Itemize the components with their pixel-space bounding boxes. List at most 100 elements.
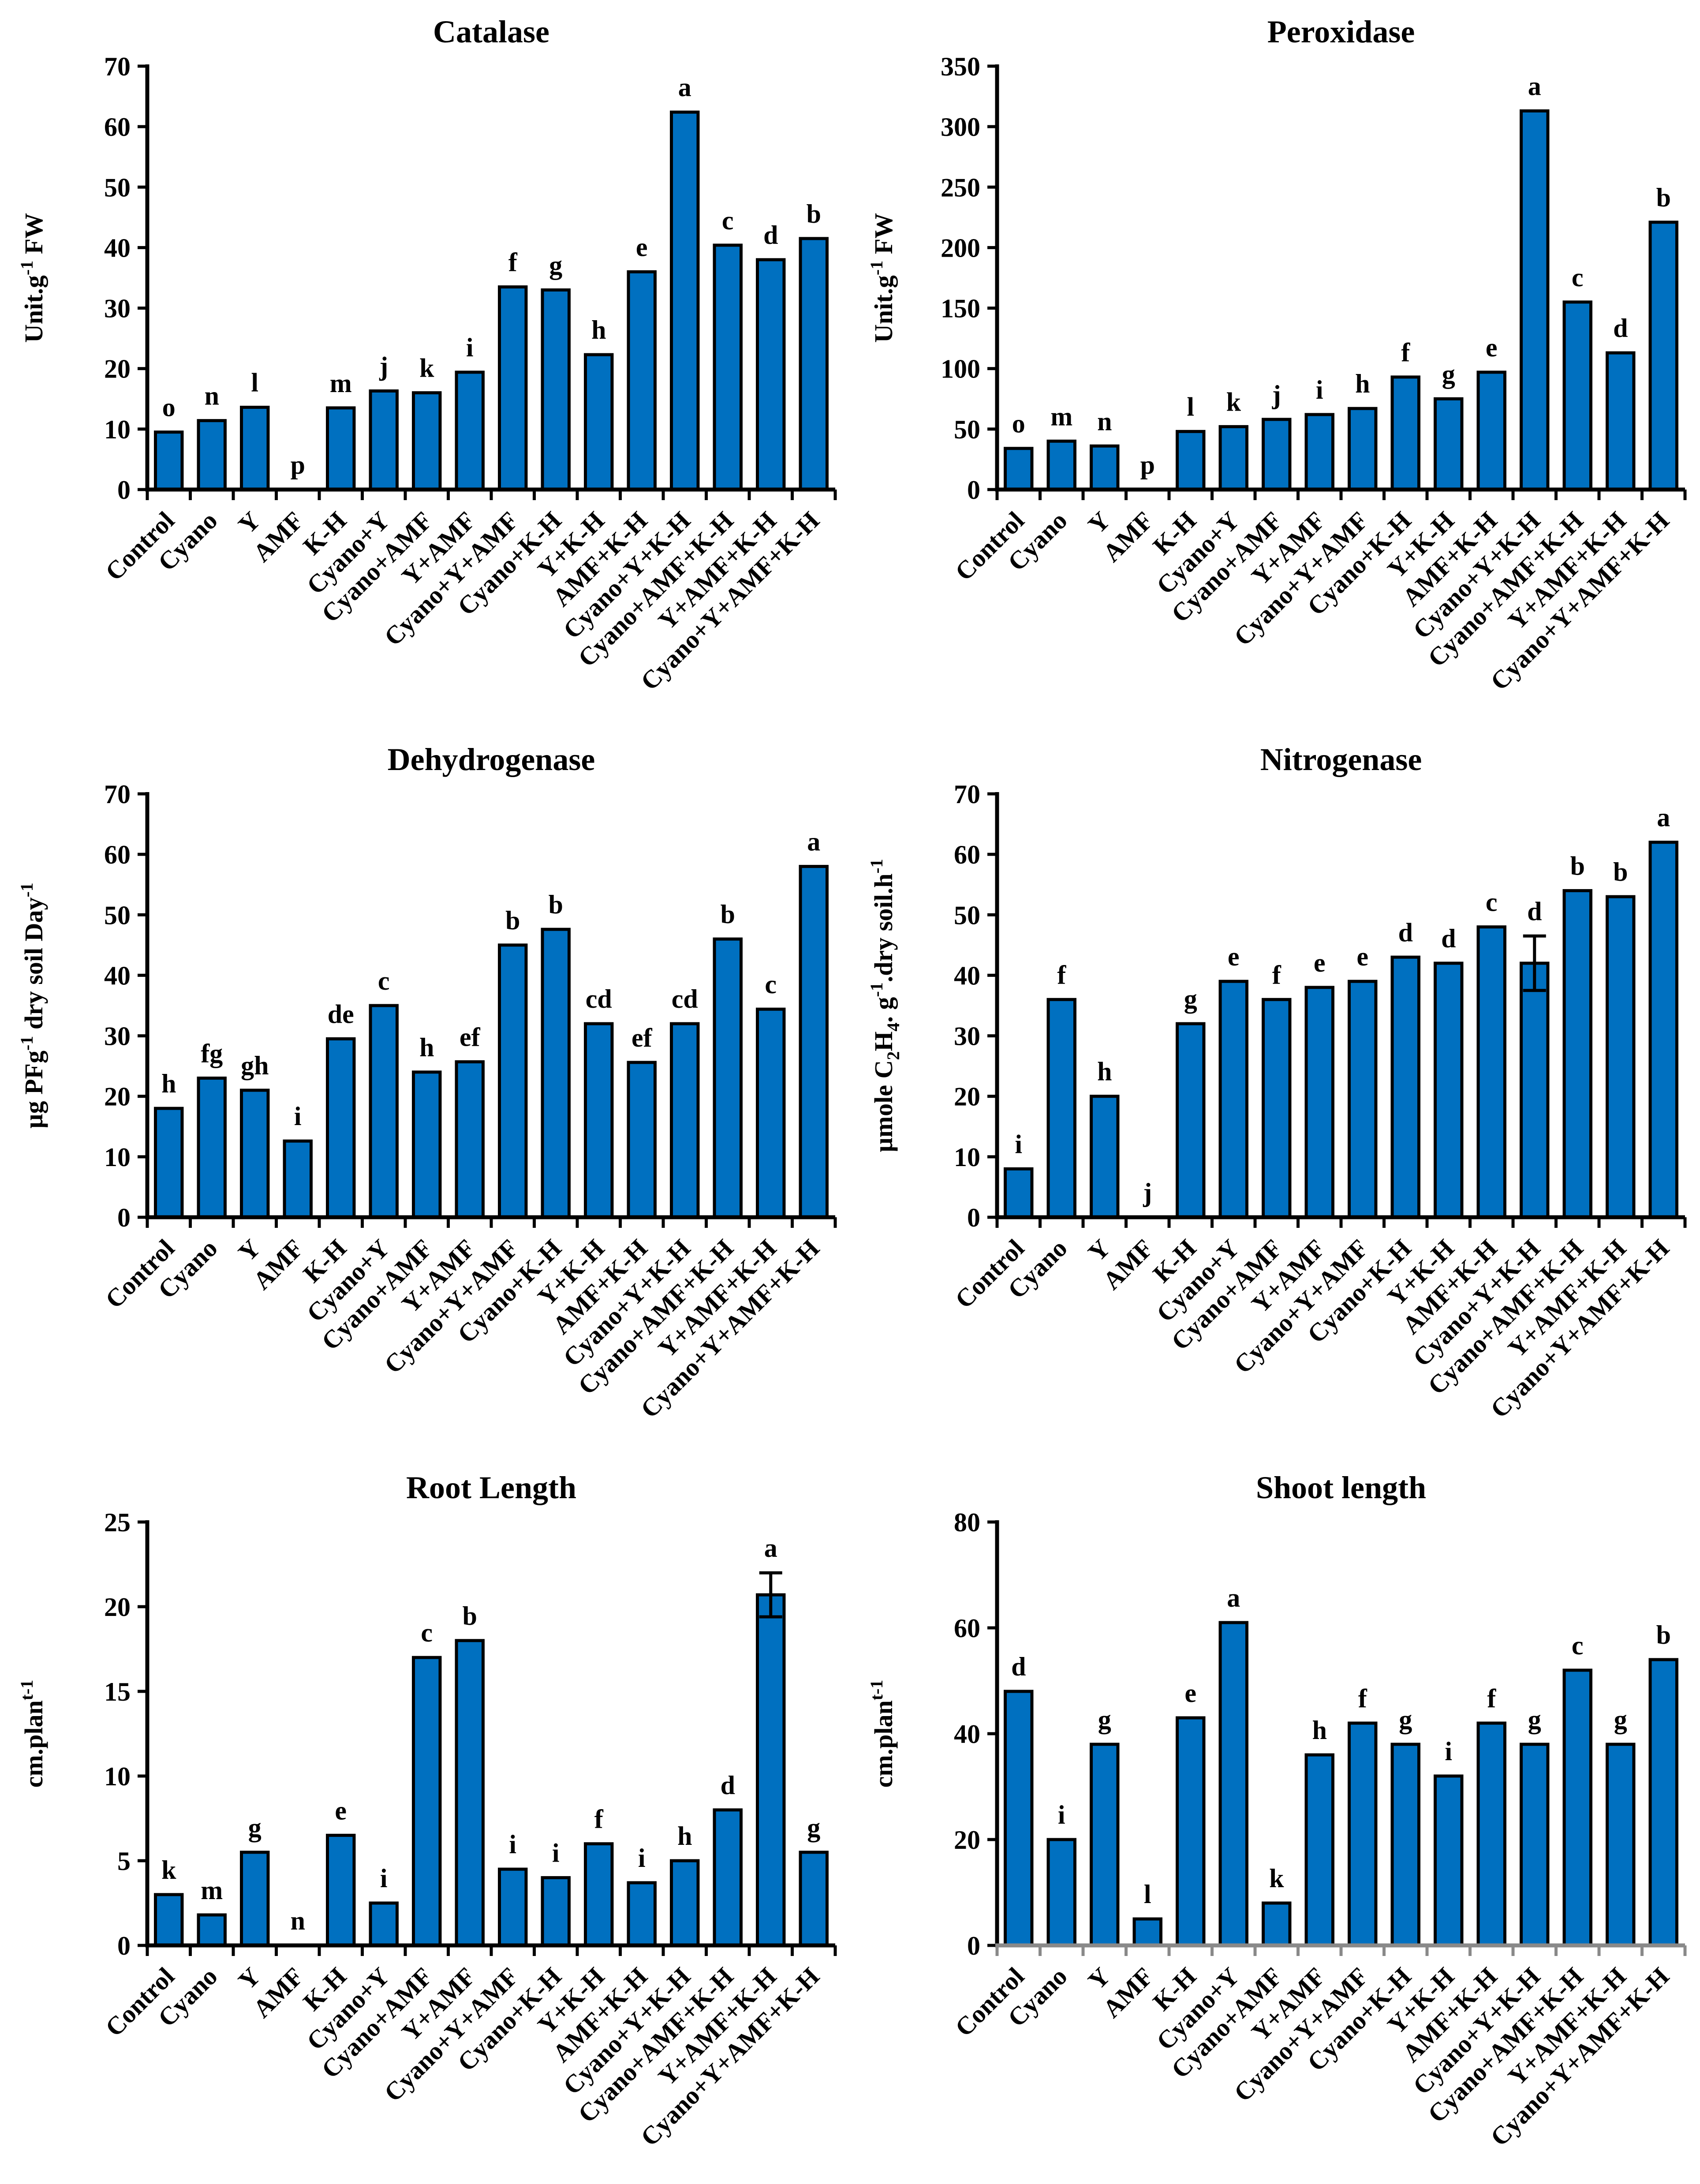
sig-letter: a bbox=[1657, 803, 1670, 832]
y-axis-label: cm.plant-1 bbox=[867, 1680, 898, 1788]
sig-letter: m bbox=[329, 369, 351, 398]
sig-letter: e bbox=[1356, 942, 1368, 971]
y-tick-label: 30 bbox=[104, 1022, 131, 1051]
sig-letter: g bbox=[1614, 1705, 1627, 1734]
y-tick-label: 20 bbox=[104, 355, 131, 384]
bar-Control bbox=[153, 430, 183, 491]
shoot-length-bar-chart: Shoot length020406080cm.plant-1dControli… bbox=[867, 1470, 1687, 2152]
sig-letter: i bbox=[1015, 1129, 1022, 1159]
bar-AMF+K-H bbox=[627, 270, 657, 491]
sig-letter: m bbox=[1050, 402, 1072, 431]
chart-title: Nitrogenase bbox=[1260, 742, 1422, 777]
y-tick-label: 0 bbox=[117, 475, 131, 505]
sig-letter: n bbox=[290, 1906, 305, 1935]
y-tick-label: 0 bbox=[117, 1931, 131, 1960]
bar-Y+K-H bbox=[1434, 1774, 1464, 1947]
sig-letter: c bbox=[765, 970, 777, 999]
sig-letter: c bbox=[1572, 1631, 1584, 1660]
bar-Cyano+AMF bbox=[1262, 418, 1292, 491]
chart-title: Peroxidase bbox=[1267, 14, 1415, 49]
sig-letter: n bbox=[1097, 407, 1112, 436]
bar-Cyano+K-H bbox=[1390, 1743, 1420, 1947]
chart-peroxidase: Peroxidase 0 50 100 150 200 250 300 350 Unit.g-1 … bbox=[850, 0, 1700, 728]
y-axis-label: Unit.g-1 FW bbox=[17, 213, 48, 343]
chart-shoot-length: Shoot length 0 20 40 60 80 cm.plant-1 d Control i… bbox=[850, 1456, 1700, 2184]
bar-Y+AMF bbox=[1304, 1753, 1334, 1947]
sig-letter: e bbox=[335, 1796, 347, 1825]
bar-Cyano+AMF+K-H bbox=[713, 243, 743, 491]
sig-letter: b bbox=[1613, 857, 1628, 886]
bar-Y+K-H bbox=[1434, 961, 1464, 1219]
sig-letter: a bbox=[807, 827, 820, 856]
bar-Cyano+Y+AMF+K-H bbox=[799, 237, 829, 491]
x-category-label: AMF bbox=[247, 506, 309, 567]
y-tick-label: 50 bbox=[104, 901, 131, 930]
sig-letter: d bbox=[720, 1771, 735, 1800]
bar-Y bbox=[1090, 1095, 1120, 1219]
sig-letter: i bbox=[1058, 1800, 1065, 1829]
peroxidase-bar-chart: Peroxidase 0 50 100 150 200 250 300 350 Unit.g-1 … bbox=[867, 14, 1687, 696]
sig-letter: k bbox=[161, 1855, 176, 1885]
y-tick-label: 20 bbox=[104, 1593, 131, 1622]
sig-letter: g bbox=[807, 1813, 820, 1842]
sig-letter: b bbox=[1656, 1620, 1671, 1649]
y-tick-label: 25 bbox=[104, 1508, 131, 1537]
sig-letter: d bbox=[1441, 924, 1456, 953]
sig-letter: h bbox=[161, 1069, 176, 1098]
sig-letter: i bbox=[380, 1864, 387, 1893]
y-tick-label: 20 bbox=[954, 1082, 980, 1111]
sig-letter: f bbox=[594, 1805, 603, 1834]
bar-Cyano bbox=[1046, 439, 1076, 491]
bar-Control bbox=[153, 1893, 183, 1947]
sig-letter: h bbox=[419, 1033, 434, 1062]
sig-letter: o bbox=[162, 393, 175, 422]
bar-Cyano bbox=[1046, 998, 1076, 1219]
sig-letter: ef bbox=[459, 1023, 480, 1052]
bar-AMF+K-H bbox=[1476, 370, 1506, 491]
y-axis-label: cm.plant-1 bbox=[17, 1680, 48, 1788]
y-tick-label: 30 bbox=[104, 294, 131, 323]
bar-Cyano+Y+K-H bbox=[669, 1859, 699, 1947]
bar-AMF+K-H bbox=[1476, 1721, 1506, 1947]
y-tick-label: 40 bbox=[104, 961, 131, 990]
y-tick-label: 70 bbox=[104, 780, 131, 809]
sig-letter: g bbox=[1399, 1705, 1412, 1734]
nitrogenase-bar-chart: Nitrogenase 0 10 20 30 40 50 60 70 µmole C2H4. g-… bbox=[867, 742, 1687, 1424]
sig-letter: b bbox=[505, 906, 520, 935]
y-tick-label: 40 bbox=[954, 961, 980, 990]
sig-letter: l bbox=[1187, 392, 1194, 421]
sig-letter: d bbox=[1398, 918, 1413, 947]
sig-letter: b bbox=[720, 900, 735, 929]
bar-Cyano+Y bbox=[1218, 425, 1248, 491]
bar-Y+AMF bbox=[1304, 986, 1334, 1219]
sig-letter: g bbox=[1184, 984, 1197, 1013]
bar-Cyano+AMF bbox=[411, 1070, 441, 1219]
sig-letter: j bbox=[1143, 1178, 1152, 1207]
bar-Cyano+AMF bbox=[411, 1656, 441, 1947]
sig-letter: i bbox=[1445, 1737, 1452, 1766]
sig-letter: a bbox=[764, 1533, 777, 1563]
chart-title: Root Length bbox=[406, 1470, 576, 1505]
bar-Y+AMF+K-H bbox=[755, 1007, 785, 1219]
y-tick-label: 50 bbox=[104, 173, 131, 202]
bar-Cyano+K-H bbox=[541, 1876, 571, 1947]
bar-Cyano+Y+AMF bbox=[497, 943, 527, 1219]
sig-letter: n bbox=[204, 381, 219, 411]
sig-letter: k bbox=[1269, 1864, 1284, 1893]
x-category-label: AMF bbox=[247, 1234, 309, 1295]
sig-letter: f bbox=[508, 248, 517, 277]
bar-Y+K-H bbox=[583, 1842, 613, 1947]
bar-Y bbox=[1090, 444, 1120, 491]
bar-Cyano bbox=[197, 1913, 227, 1947]
sig-letter: b bbox=[548, 890, 563, 919]
bar-Cyano+Y+AMF+K-H bbox=[799, 1851, 829, 1947]
sig-letter: g bbox=[549, 251, 562, 280]
bar-Cyano+Y+K-H bbox=[669, 1022, 699, 1219]
sig-letter: d bbox=[763, 221, 778, 250]
bar-K-H bbox=[325, 1833, 355, 1947]
bar-Y+AMF bbox=[1304, 413, 1334, 491]
sig-letter: fg bbox=[201, 1039, 223, 1068]
x-category-label: AMF bbox=[1097, 1962, 1158, 2023]
y-tick-label: 200 bbox=[941, 233, 980, 262]
